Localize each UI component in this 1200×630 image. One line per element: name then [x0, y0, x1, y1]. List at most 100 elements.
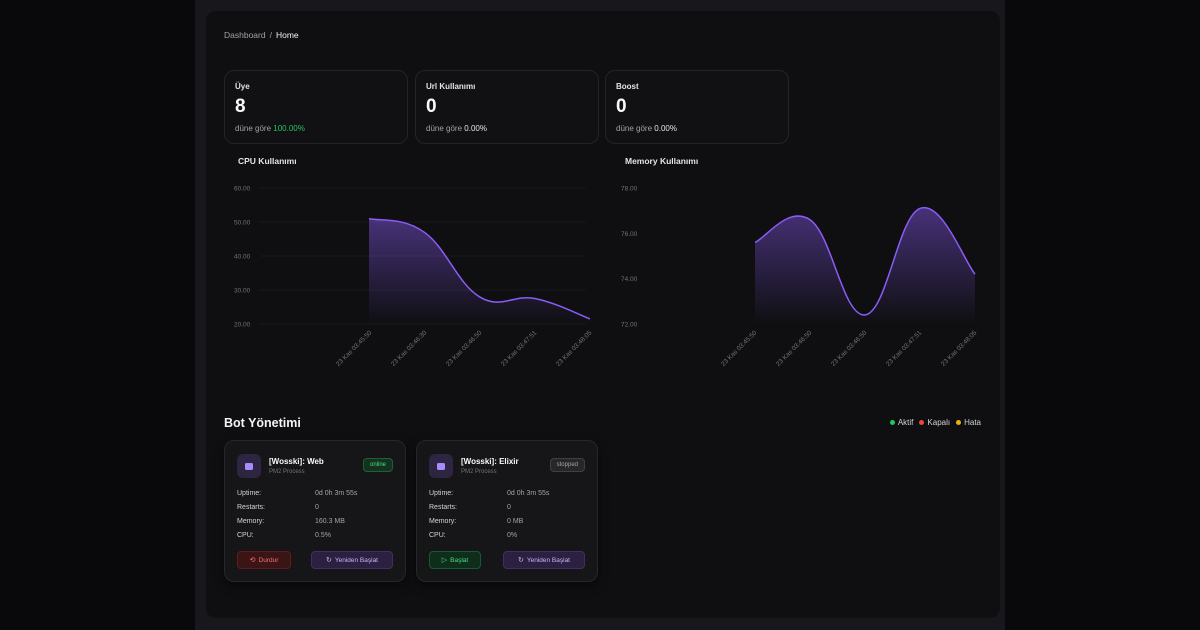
x-tick-label: 23 Kas 03:48:05	[940, 329, 979, 368]
stat-subtext: düne göre 0.00%	[616, 124, 778, 133]
play-icon: ▷	[441, 557, 448, 564]
stat-card-boost: Boost 0 düne göre 0.00%	[605, 70, 789, 144]
start-label: Başlat	[450, 556, 469, 564]
stat-value: 8	[235, 96, 246, 117]
stat-subtext: düne göre 0.00%	[426, 124, 588, 133]
bot-name: [Wosski]: Elixir	[461, 457, 519, 466]
bot-management-title: Bot Yönetimi	[224, 416, 301, 430]
y-tick-label: 20.00	[234, 322, 251, 329]
stop-icon: ⟲	[249, 557, 256, 564]
status-legend: Aktif Kapalı Hata	[889, 418, 981, 427]
stat-val: 0	[507, 504, 511, 511]
stat-key: CPU:	[429, 532, 446, 539]
stat-change: 0.00%	[464, 124, 487, 133]
stat-row-restarts: Restarts: 0	[429, 501, 589, 515]
stat-value: 0	[616, 96, 627, 117]
stat-val: 0%	[507, 532, 518, 539]
y-tick-label: 78.00	[621, 186, 638, 193]
stop-label: Durdur	[258, 556, 279, 564]
bot-stats: Uptime: 0d 0h 3m 55s Restarts: 0 Memory: 0 …	[429, 487, 589, 543]
bot-icon	[429, 454, 453, 478]
breadcrumb: Dashboard / Home	[224, 30, 299, 40]
breadcrumb-current: Home	[275, 30, 299, 40]
stat-val: 0	[315, 504, 319, 511]
stat-row-uptime: Uptime: 0d 0h 3m 55s	[429, 487, 589, 501]
stat-val: 0.5%	[315, 532, 331, 539]
stat-val: 160.3 MB	[315, 518, 345, 525]
y-tick-label: 40.00	[234, 254, 251, 261]
bot-glyph-icon	[437, 462, 445, 470]
bot-stats: Uptime: 0d 0h 3m 55s Restarts: 0 Memory: 16…	[237, 487, 397, 543]
restart-button[interactable]: ↻ Yeniden Başlat	[311, 551, 393, 569]
legend-dot	[956, 420, 962, 425]
stat-value: 0	[426, 96, 437, 117]
legend-item-error: Hata	[956, 418, 981, 427]
stat-sub-prefix: düne göre	[426, 124, 463, 133]
status-badge: stopped	[549, 458, 585, 472]
legend-label: Hata	[964, 418, 981, 427]
x-tick-label: 23 Kas 03:46:30	[390, 329, 429, 368]
stat-val: 0 MB	[507, 518, 524, 525]
restart-label: Yeniden Başlat	[526, 556, 570, 564]
series-area	[369, 218, 590, 324]
stat-key: Memory:	[237, 518, 265, 525]
breadcrumb-dashboard[interactable]: Dashboard	[224, 30, 266, 40]
series-line	[754, 207, 976, 316]
legend-label: Kapalı	[927, 418, 951, 427]
breadcrumb-separator: /	[269, 30, 272, 40]
stat-sub-prefix: düne göre	[235, 124, 272, 133]
y-tick-label: 74.00	[621, 276, 638, 283]
bot-card-elixir: [Wosski]: Elixir PM2 Process stopped Upt…	[416, 440, 598, 582]
restart-button[interactable]: ↻ Yeniden Başlat	[503, 551, 585, 569]
stat-key: Restarts:	[429, 504, 458, 511]
x-tick-label: 23 Kas 03:48:05	[555, 329, 594, 368]
bot-type: PM2 Process	[461, 469, 497, 475]
stat-row-memory: Memory: 0 MB	[429, 515, 589, 529]
restart-label: Yeniden Başlat	[334, 556, 378, 564]
stat-row-cpu: CPU: 0%	[429, 529, 589, 543]
restart-icon: ↻	[517, 557, 524, 564]
legend-item-closed: Kapalı	[919, 418, 950, 427]
x-tick-label: 23 Kas 03:45:50	[720, 329, 759, 368]
stat-title: Boost	[616, 82, 639, 91]
x-tick-label: 23 Kas 03:45:50	[335, 329, 374, 368]
stat-change: 100.00%	[273, 124, 305, 133]
stat-card-url-usage: Url Kullanımı 0 düne göre 0.00%	[415, 70, 599, 144]
cpu-chart: 60.00 50.00 40.00 30.00 20.00 23 Kas 03:45:50…	[234, 186, 594, 368]
stat-row-restarts: Restarts: 0	[237, 501, 397, 515]
x-tick-label: 23 Kas 03:47:51	[500, 329, 539, 368]
x-tick-label: 23 Kas 03:47:51	[885, 329, 924, 368]
stat-val: 0d 0h 3m 55s	[315, 490, 358, 497]
y-tick-label: 50.00	[234, 220, 251, 227]
y-tick-label: 60.00	[234, 186, 251, 193]
stat-row-uptime: Uptime: 0d 0h 3m 55s	[237, 487, 397, 501]
stat-card-members: Üye 8 düne göre 100.00%	[224, 70, 408, 144]
stat-row-memory: Memory: 160.3 MB	[237, 515, 397, 529]
stat-key: Uptime:	[429, 490, 454, 497]
start-button[interactable]: ▷ Başlat	[429, 551, 481, 569]
y-tick-label: 72.00	[621, 322, 638, 329]
legend-label: Aktif	[897, 418, 914, 427]
restart-icon: ↻	[325, 557, 332, 564]
stat-row-cpu: CPU: 0.5%	[237, 529, 397, 543]
stat-title: Url Kullanımı	[426, 82, 476, 91]
bot-glyph-icon	[245, 462, 253, 470]
x-tick-label: 23 Kas 03:46:50	[775, 329, 814, 368]
legend-dot	[889, 420, 895, 425]
y-tick-label: 30.00	[234, 288, 251, 295]
stat-val: 0d 0h 3m 55s	[507, 490, 550, 497]
stop-button[interactable]: ⟲ Durdur	[237, 551, 291, 569]
stat-key: CPU:	[237, 532, 254, 539]
legend-dot	[919, 420, 925, 425]
x-tick-label: 23 Kas 03:46:50	[830, 329, 869, 368]
bot-type: PM2 Process	[269, 469, 305, 475]
stat-change: 0.00%	[654, 124, 677, 133]
stat-key: Restarts:	[237, 504, 266, 511]
bot-card-web: [Wosski]: Web PM2 Process online Uptime:…	[224, 440, 406, 582]
stat-title: Üye	[235, 82, 250, 91]
stat-subtext: düne göre 100.00%	[235, 124, 397, 133]
x-tick-label: 23 Kas 03:46:50	[445, 329, 484, 368]
status-badge: online	[362, 458, 393, 472]
stat-key: Memory:	[429, 518, 457, 525]
y-tick-label: 76.00	[621, 231, 638, 238]
